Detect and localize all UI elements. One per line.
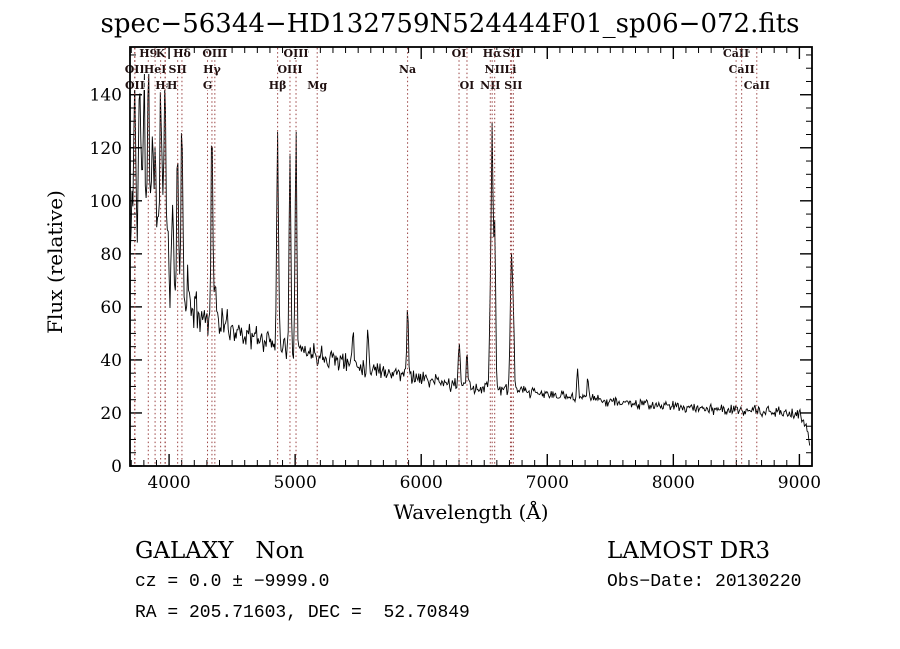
spectral-line-label: NII: [485, 63, 505, 76]
x-axis-label: Wavelength (Å): [393, 499, 548, 524]
x-tick-label: 8000: [652, 473, 695, 493]
spectral-line-label: CaII: [723, 47, 749, 60]
spectral-line-label: SII: [504, 79, 522, 92]
spectral-line-label: H9: [139, 47, 157, 60]
spectral-line-label: K: [156, 47, 166, 60]
spectral-line-label: HeI: [144, 63, 167, 76]
spectral-line-label: SII: [502, 47, 520, 60]
spectrum-line: [129, 73, 811, 446]
x-tick-label: 9000: [778, 473, 821, 493]
spectral-line-label: NII: [480, 79, 500, 92]
x-tick-label: 7000: [526, 473, 569, 493]
x-tick-label: 4000: [147, 473, 190, 493]
classification-text: GALAXY Non: [135, 538, 305, 564]
spectral-line-label: OI: [452, 47, 467, 60]
spectral-line-label: Hε: [155, 79, 172, 92]
spectral-line-label: OIII: [277, 63, 302, 76]
y-tick-label: 100: [90, 192, 122, 212]
spectral-line-label: Hδ: [173, 47, 191, 60]
spectral-line-label: G: [203, 79, 212, 92]
cz-text: cz = 0.0 ± −9999.0: [135, 572, 330, 592]
plot-title: spec−56344−HD132759N524444F01_sp06−072.f…: [100, 9, 800, 39]
x-tick-label: 6000: [400, 473, 443, 493]
spectral-line-label: OIII: [284, 47, 309, 60]
spectral-line-label: SII: [169, 63, 187, 76]
spectral-line-label: Hα: [483, 47, 502, 60]
obs-date-text: Obs−Date: 20130220: [607, 572, 802, 592]
spectral-line-label: OIII: [202, 47, 227, 60]
spectral-line-label: H: [167, 79, 177, 92]
spectral-line-label: Hβ: [269, 79, 287, 92]
spectral-line-label: CaII: [744, 79, 770, 92]
spectral-line-label: Li: [504, 63, 516, 76]
plot-dynamic-layer: 4000 5000 6000 7000 8000 9000 0 20 40 60 80 100 120 1…: [90, 46, 821, 493]
y-tick-label: 120: [90, 139, 122, 159]
spectral-line-label: Hγ: [203, 63, 221, 76]
x-tick-label: 5000: [274, 473, 317, 493]
y-axis-label: Flux (relative): [43, 190, 67, 334]
y-tick-label: 40: [100, 351, 122, 371]
spectral-line-label: Na: [399, 63, 416, 76]
ra-dec-text: RA = 205.71603, DEC = 52.70849: [135, 603, 470, 623]
y-tick-label: 80: [100, 245, 122, 265]
spectral-line-label: OI: [460, 79, 475, 92]
y-tick-label: 20: [100, 404, 122, 424]
plot-frame: [129, 46, 813, 467]
spectral-line-label: CaII: [729, 63, 755, 76]
survey-text: LAMOST DR3: [607, 538, 771, 564]
spectral-line-label: Mg: [307, 79, 327, 92]
y-tick-label: 60: [100, 298, 122, 318]
y-tick-label: 0: [111, 457, 122, 477]
y-tick-label: 140: [90, 86, 122, 106]
spectral-line-label: OII: [125, 79, 145, 92]
